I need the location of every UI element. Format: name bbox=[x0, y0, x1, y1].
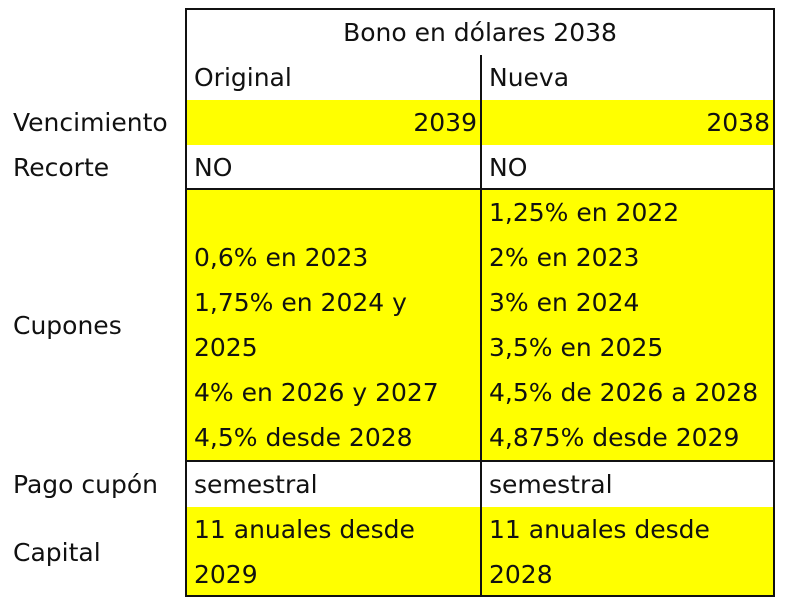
recorte-original-value: NO bbox=[194, 153, 233, 182]
capital-nueva-line-2: 2028 bbox=[489, 560, 553, 589]
cupones-original-line-5: 4,5% desde 2028 bbox=[194, 423, 413, 452]
cupones-original-spacer bbox=[194, 190, 480, 235]
cupones-nueva-line-4: 3,5% en 2025 bbox=[489, 333, 664, 362]
row-divider-after-recorte bbox=[185, 188, 775, 190]
vencimiento-nueva-value: 2038 bbox=[482, 100, 773, 145]
row-label-cupones: Cupones bbox=[13, 311, 122, 340]
cupones-original-cell: 0,6% en 2023 1,75% en 2024 y 2025 4% en … bbox=[187, 190, 480, 460]
vencimiento-original-value: 2039 bbox=[187, 100, 480, 145]
cupones-nueva-line-2: 2% en 2023 bbox=[489, 243, 640, 272]
capital-nueva-line-1: 11 anuales desde bbox=[489, 515, 710, 544]
cupones-nueva-line-6: 4,875% desde 2029 bbox=[489, 423, 740, 452]
column-header-nueva: Nueva bbox=[489, 63, 570, 92]
cupones-original-line-3: 2025 bbox=[194, 333, 258, 362]
capital-original-cell: 11 anuales desde 2029 bbox=[187, 507, 480, 595]
cupones-original-line-4: 4% en 2026 y 2027 bbox=[194, 378, 439, 407]
pago-cupon-original-value: semestral bbox=[194, 470, 318, 499]
table-title: Bono en dólares 2038 bbox=[343, 18, 617, 47]
row-label-pago-cupon: Pago cupón bbox=[13, 470, 158, 499]
cupones-original-line-2: 1,75% en 2024 y bbox=[194, 288, 407, 317]
cupones-original-line-1: 0,6% en 2023 bbox=[194, 243, 369, 272]
column-header-original: Original bbox=[194, 63, 292, 92]
column-divider bbox=[480, 55, 482, 597]
cupones-nueva-line-3: 3% en 2024 bbox=[489, 288, 640, 317]
pago-cupon-nueva-value: semestral bbox=[489, 470, 613, 499]
cupones-nueva-line-5: 4,5% de 2026 a 2028 bbox=[489, 378, 759, 407]
capital-nueva-cell: 11 anuales desde 2028 bbox=[482, 507, 773, 595]
cupones-nueva-cell: 1,25% en 2022 2% en 2023 3% en 2024 3,5%… bbox=[482, 190, 773, 460]
cupones-nueva-line-1: 1,25% en 2022 bbox=[489, 198, 680, 227]
capital-original-line-2: 2029 bbox=[194, 560, 258, 589]
row-label-recorte: Recorte bbox=[13, 153, 110, 182]
row-divider-after-cupones bbox=[185, 460, 775, 462]
row-label-vencimiento: Vencimiento bbox=[13, 108, 168, 137]
recorte-nueva-value: NO bbox=[489, 153, 528, 182]
row-label-capital: Capital bbox=[13, 538, 101, 567]
capital-original-line-1: 11 anuales desde bbox=[194, 515, 415, 544]
